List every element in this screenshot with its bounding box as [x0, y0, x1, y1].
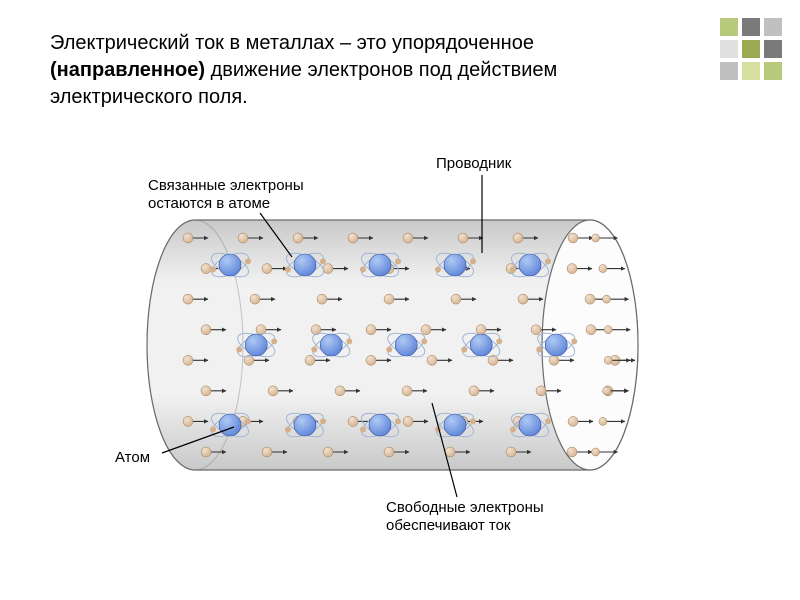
- deco-square: [742, 62, 760, 80]
- title-line1: Электрический ток в металлах – это упоря…: [50, 32, 534, 54]
- deco-square: [720, 40, 738, 58]
- bound-l2: остаются в атоме: [148, 195, 270, 212]
- free-l1: Свободные электроны: [386, 499, 544, 516]
- diagram-svg: [110, 155, 680, 555]
- label-conductor-text: Проводник: [436, 155, 511, 172]
- label-atom: Атом: [115, 449, 150, 467]
- atom-text: Атом: [115, 449, 150, 466]
- corner-decoration: [720, 18, 782, 80]
- deco-square: [742, 40, 760, 58]
- label-conductor: Проводник: [436, 155, 511, 173]
- bound-l1: Связанные электроны: [148, 177, 304, 194]
- label-free-electrons: Свободные электроны обеспечивают ток: [386, 499, 544, 535]
- label-bound-electrons: Связанные электроны остаются в атоме: [148, 177, 304, 213]
- title-bold: (направленное): [50, 59, 205, 81]
- deco-square: [720, 62, 738, 80]
- slide-title: Электрический ток в металлах – это упоря…: [50, 30, 680, 111]
- deco-square: [742, 18, 760, 36]
- deco-square: [764, 40, 782, 58]
- deco-square: [764, 18, 782, 36]
- free-l2: обеспечивают ток: [386, 517, 510, 534]
- deco-square: [720, 18, 738, 36]
- deco-square: [764, 62, 782, 80]
- conductor-diagram: Проводник Связанные электроны остаются в…: [110, 155, 680, 555]
